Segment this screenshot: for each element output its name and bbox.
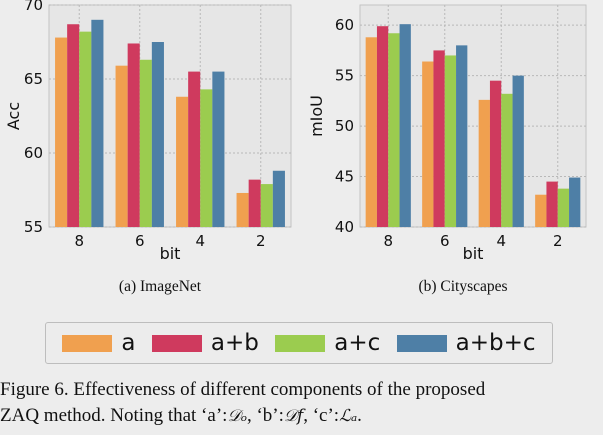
- legend-swatch: [151, 334, 202, 352]
- bar-a-c-bit-8: [79, 31, 92, 227]
- x-tick-label: 6: [440, 232, 450, 250]
- x-tick-label: 6: [135, 232, 145, 250]
- legend-label: a: [121, 330, 136, 356]
- bar-a-bit-8: [55, 37, 68, 228]
- y-tick-label: 65: [24, 70, 43, 88]
- bar-a-b-c-bit-8: [399, 24, 411, 227]
- x-tick-label: 8: [74, 232, 84, 250]
- figure-canvas: 55 60 65 70 8 6 4 2 bit Acc (a) ImageNet 40 45 50 55 6…: [4, 0, 587, 295]
- bar-a-b-c-bit-2: [569, 177, 581, 227]
- legend-label: a+c: [334, 330, 381, 356]
- y-tick-label: 50: [335, 117, 354, 135]
- y-tick-label: 60: [24, 144, 43, 162]
- bar-a-b-c-bit-6: [456, 45, 468, 228]
- legend-swatch: [396, 334, 447, 352]
- bar-a-c-bit-6: [444, 55, 457, 227]
- bar-a-bit-4: [478, 99, 490, 227]
- y-tick-label: 40: [335, 218, 354, 236]
- bar-a-b-c-bit-4: [212, 71, 225, 227]
- bar-a-bit-6: [422, 61, 434, 227]
- legend-item-a: a: [62, 330, 136, 356]
- x-axis-label: bit: [463, 244, 484, 263]
- legend-item-a-b: a+b: [151, 330, 259, 356]
- x-tick-label: 2: [256, 232, 266, 250]
- caption-sep-1: , ‘b’:: [246, 405, 284, 426]
- bar-a-c-bit-4: [200, 89, 213, 227]
- figure-caption: Figure 6. Effectiveness of different com…: [0, 377, 603, 429]
- panel-subtitle: (a) ImageNet: [119, 278, 202, 295]
- legend-label: a+b: [210, 330, 259, 356]
- bar-a-b-bit-4: [489, 80, 502, 227]
- caption-symbol-d-f: 𝒟f: [283, 406, 304, 425]
- bar-a-bit-8: [365, 37, 377, 227]
- bar-a-b-bit-6: [127, 43, 140, 228]
- bar-a-bit-4: [176, 96, 189, 227]
- bar-a-b-c-bit-2: [272, 170, 285, 227]
- bar-a-b-bit-8: [67, 24, 80, 227]
- y-tick-label: 70: [24, 0, 43, 14]
- bar-a-c-bit-6: [139, 59, 152, 228]
- bar-a-b-bit-2: [546, 181, 558, 227]
- y-tick-label: 60: [335, 16, 354, 34]
- y-axis-label: Acc: [4, 102, 23, 130]
- caption-symbol-d-o: 𝒟ₒ: [227, 406, 247, 425]
- bar-a-b-bit-2: [248, 179, 261, 227]
- bar-a-c-bit-2: [260, 184, 273, 227]
- legend-swatch: [275, 334, 326, 352]
- caption-symbol-l-a: ℒₐ: [339, 406, 358, 425]
- bar-a-c-bit-2: [557, 188, 570, 227]
- legend-item-a-c: a+c: [275, 330, 380, 356]
- caption-end: .: [357, 405, 362, 426]
- imagenet-panel: 55 60 65 70 8 6 4 2 bit Acc (a) ImageNet: [4, 0, 292, 295]
- bar-a-bit-6: [115, 65, 128, 228]
- legend: a a+b a+c a+b+c: [45, 322, 553, 364]
- bar-a-b-bit-6: [433, 50, 445, 228]
- x-tick-label: 8: [383, 232, 393, 250]
- cityscapes-panel: 40 45 50 55 60 8 6 4 2 bit mIoU (b) Cityscapes: [307, 4, 587, 295]
- caption-sep-2: , ‘c’:: [303, 405, 340, 426]
- y-tick-label: 45: [335, 168, 354, 186]
- bar-a-bit-2: [236, 192, 249, 227]
- bar-a-bit-2: [535, 194, 547, 227]
- bar-a-b-c-bit-8: [91, 19, 104, 227]
- bar-a-b-bit-4: [188, 71, 201, 227]
- caption-line-1: Figure 6. Effectiveness of different com…: [0, 379, 486, 400]
- legend-label: a+b+c: [455, 330, 536, 356]
- caption-line-2-prefix: ZAQ method. Noting that ‘a’:: [0, 405, 228, 426]
- bar-a-b-c-bit-6: [151, 42, 164, 227]
- legend-swatch: [62, 334, 113, 352]
- y-tick-label: 55: [335, 67, 354, 85]
- panel-subtitle: (b) Cityscapes: [418, 278, 507, 295]
- legend-item-a-b-c: a+b+c: [396, 330, 536, 356]
- bar-a-c-bit-4: [501, 93, 513, 227]
- y-axis-label: mIoU: [307, 95, 326, 137]
- x-tick-label: 4: [195, 232, 205, 250]
- bar-a-b-bit-8: [376, 26, 389, 228]
- y-tick-label: 55: [24, 218, 43, 236]
- bar-a-c-bit-8: [388, 33, 400, 227]
- caption-line-2: ZAQ method. Noting that ‘a’:𝒟ₒ, ‘b’:𝒟f, …: [0, 403, 603, 429]
- bar-a-b-c-bit-4: [512, 75, 524, 228]
- x-tick-label: 2: [553, 232, 563, 250]
- x-tick-label: 4: [496, 232, 506, 250]
- x-axis-label: bit: [160, 244, 181, 263]
